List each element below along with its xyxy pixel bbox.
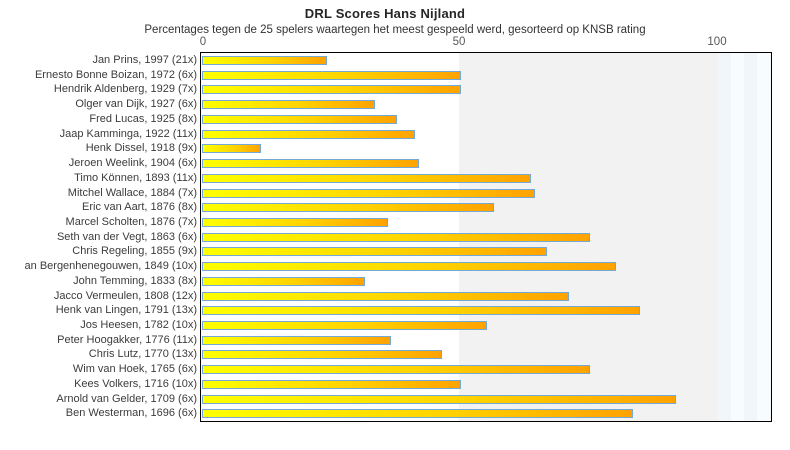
row-label: Jan Prins, 1997 (21x) <box>92 54 197 66</box>
row-label: Timo Können, 1893 (11x) <box>74 171 197 184</box>
chart-title: DRL Scores Hans Nijland <box>304 6 466 21</box>
row-label: Eric van Aart, 1876 (8x) <box>82 201 197 214</box>
row-label: Hendrik Aldenberg, 1929 (7x) <box>53 83 197 96</box>
row-label: Chris Regeling, 1855 (9x) <box>72 245 197 258</box>
bar <box>202 129 415 139</box>
row-label: Olger van Dijk, 1927 (6x) <box>75 98 197 111</box>
bar <box>202 85 462 95</box>
row-label: Arnold van Gelder, 1709 (6x) <box>56 392 197 405</box>
bar <box>202 232 591 242</box>
bar <box>202 394 677 404</box>
bar <box>202 188 535 198</box>
row-label: Marcel Scholten, 1876 (7x) <box>65 215 197 228</box>
bar <box>202 350 442 360</box>
row-label: Ernesto Bonne Boizan, 1972 (6x) <box>34 68 197 81</box>
bar <box>202 203 494 213</box>
row-label: Henk van Lingen, 1791 (13x) <box>55 304 197 317</box>
bar <box>202 247 548 257</box>
row-label: Fred Lucas, 1925 (8x) <box>89 112 197 125</box>
row-label: Jos Heesen, 1782 (10x) <box>80 319 197 331</box>
bar <box>202 306 640 316</box>
row-label: Kees Volkers, 1716 (10x) <box>74 377 197 390</box>
bar <box>202 144 262 154</box>
row-label: Jaap Kamminga, 1922 (11x) <box>59 127 197 140</box>
row-label: Seth van der Vegt, 1863 (6x) <box>56 230 197 243</box>
bar <box>202 365 591 375</box>
bar <box>202 291 569 301</box>
bar <box>202 159 419 168</box>
row-label: John Temming, 1833 (8x) <box>73 274 197 287</box>
bar <box>202 56 327 65</box>
bar <box>202 335 392 345</box>
bar <box>202 276 366 286</box>
plot-area <box>200 52 772 422</box>
bar <box>202 409 633 419</box>
x-axis-tick-100: 100 <box>707 36 727 48</box>
bar <box>202 262 616 272</box>
row-label: Mitchel Wallace, 1884 (7x) <box>67 186 197 199</box>
row-label: an Bergenhenegouwen, 1849 (10x) <box>24 260 197 273</box>
x-axis-tick-0: 0 <box>199 36 207 48</box>
row-label: Peter Hoogakker, 1776 (11x) <box>57 333 197 346</box>
row-label: Chris Lutz, 1770 (13x) <box>88 348 197 361</box>
background-band-over-100 <box>718 53 771 421</box>
x-axis-tick-50: 50 <box>452 36 466 48</box>
bar <box>202 379 462 389</box>
row-label: Wim van Hoek, 1765 (6x) <box>72 363 197 376</box>
row-label: Ben Westerman, 1696 (6x) <box>65 407 197 420</box>
bar <box>202 217 388 227</box>
row-label: Jeroen Weelink, 1904 (6x) <box>68 157 197 169</box>
row-label: Henk Dissel, 1918 (9x) <box>85 142 197 155</box>
bar <box>202 114 397 124</box>
bar <box>202 173 532 183</box>
bar <box>202 100 376 110</box>
bar <box>202 321 488 330</box>
bar <box>202 70 462 80</box>
chart-subtitle: Percentages tegen de 25 spelers waartege… <box>144 24 646 36</box>
row-label: Jacco Vermeulen, 1808 (12x) <box>53 289 197 302</box>
